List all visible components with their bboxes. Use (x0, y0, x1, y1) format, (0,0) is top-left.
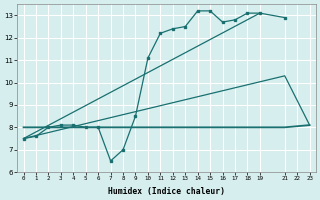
X-axis label: Humidex (Indice chaleur): Humidex (Indice chaleur) (108, 187, 225, 196)
